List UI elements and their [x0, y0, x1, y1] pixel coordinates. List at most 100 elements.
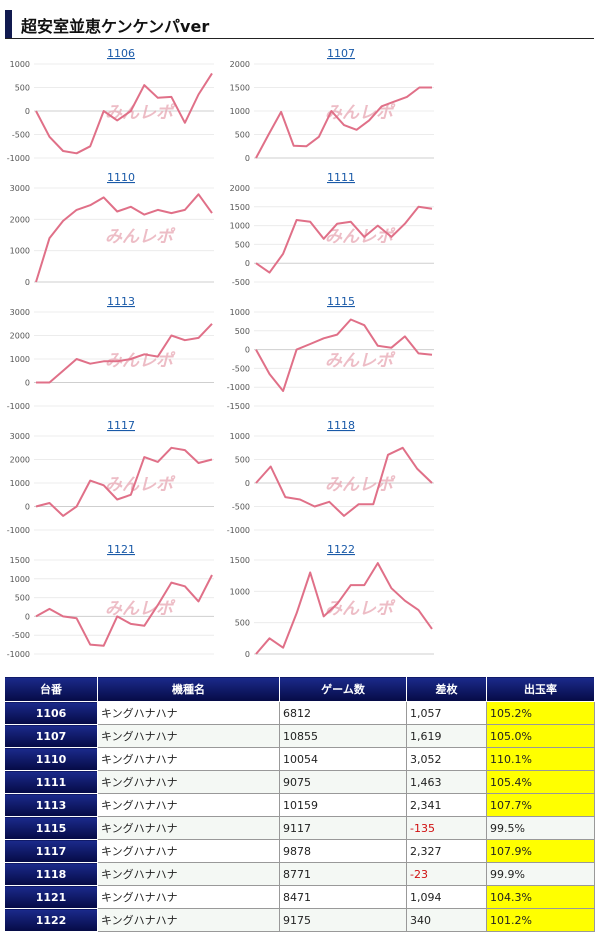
cell-games: 6812	[279, 701, 407, 725]
chart-svg: 0 500 1000 1500 みんレポ 1122	[230, 543, 434, 659]
y-tick-label: -500	[232, 278, 250, 287]
cell-machine-no: 1117	[4, 839, 98, 863]
chart-title-link[interactable]: 1118	[327, 419, 355, 432]
chart-title-link[interactable]: 1117	[107, 419, 135, 432]
cell-rate: 105.2%	[486, 701, 595, 725]
cell-rate: 107.9%	[486, 839, 595, 863]
cell-model: キングハナハナ	[97, 862, 280, 886]
cell-games: 8771	[279, 862, 407, 886]
cell-diff: 340	[406, 908, 487, 932]
cell-games: 9075	[279, 770, 407, 794]
cell-diff: -135	[406, 816, 487, 840]
cell-games: 9878	[279, 839, 407, 863]
y-tick-label: 0	[25, 503, 30, 512]
cell-machine-no: 1115	[4, 816, 98, 840]
y-tick-label: 0	[25, 379, 30, 388]
cell-diff: 1,463	[406, 770, 487, 794]
page-header: 超安室並恵ケンケンパver	[5, 10, 594, 39]
y-tick-label: 0	[25, 612, 30, 621]
chart-1122: 0 500 1000 1500 みんレポ 1122	[224, 542, 438, 662]
cell-rate: 107.7%	[486, 793, 595, 817]
y-tick-label: 1000	[10, 247, 30, 256]
chart-title-link[interactable]: 1115	[327, 295, 355, 308]
table-row: 1121 キングハナハナ 8471 1,094 104.3%	[4, 885, 595, 909]
cell-diff: 3,052	[406, 747, 487, 771]
cell-rate: 101.2%	[486, 908, 595, 932]
chart-1117: -1000 0 1000 2000 3000 みんレポ 1117	[4, 418, 218, 538]
y-tick-label: -1000	[7, 650, 30, 659]
y-tick-label: -500	[12, 631, 30, 640]
y-tick-label: 3000	[10, 184, 30, 193]
cell-model: キングハナハナ	[97, 770, 280, 794]
y-tick-label: -1000	[7, 154, 30, 163]
chart-title-link[interactable]: 1121	[107, 543, 135, 556]
table-row: 1107 キングハナハナ 10855 1,619 105.0%	[4, 724, 595, 748]
table-row: 1110 キングハナハナ 10054 3,052 110.1%	[4, 747, 595, 771]
y-tick-label: 0	[25, 107, 30, 116]
y-tick-label: 1000	[230, 308, 250, 317]
cell-model: キングハナハナ	[97, 701, 280, 725]
header-model: 機種名	[97, 676, 280, 702]
y-tick-label: 2000	[230, 184, 250, 193]
y-tick-label: -1000	[7, 526, 30, 535]
series-line	[255, 446, 433, 517]
y-tick-label: 1500	[230, 556, 250, 565]
cell-model: キングハナハナ	[97, 885, 280, 909]
chart-title-link[interactable]: 1122	[327, 543, 355, 556]
y-tick-label: -1000	[7, 402, 30, 411]
y-tick-label: 1000	[10, 479, 30, 488]
watermark-logo: みんレポ	[325, 103, 396, 123]
series-line	[35, 446, 213, 517]
chart-1115: -1500 -1000 -500 0 500 1000 みんレポ 1115	[224, 294, 438, 414]
chart-1121: -1000 -500 0 500 1000 1500 みんレポ 1121	[4, 542, 218, 662]
series-line	[35, 574, 213, 647]
y-tick-label: -500	[12, 131, 30, 140]
header-diff: 差枚	[406, 676, 487, 702]
y-tick-label: 500	[235, 240, 250, 249]
cell-model: キングハナハナ	[97, 724, 280, 748]
y-tick-label: 2000	[230, 60, 250, 69]
y-tick-label: -1500	[227, 402, 250, 411]
cell-games: 10159	[279, 793, 407, 817]
chart-title-link[interactable]: 1107	[327, 47, 355, 60]
y-tick-label: 3000	[10, 308, 30, 317]
header-machine-no: 台番	[4, 676, 98, 702]
chart-svg: 0 500 1000 1500 2000 みんレポ 1107	[230, 47, 434, 163]
chart-1110: 0 1000 2000 3000 みんレポ 1110	[4, 170, 218, 290]
cell-rate: 104.3%	[486, 885, 595, 909]
chart-title-link[interactable]: 1110	[107, 171, 135, 184]
table-header-row: 台番 機種名 ゲーム数 差枚 出玉率	[4, 676, 595, 702]
table-row: 1115 キングハナハナ 9117 -135 99.5%	[4, 816, 595, 840]
watermark-logo: みんレポ	[105, 103, 176, 123]
y-tick-label: 1000	[230, 587, 250, 596]
cell-diff: 1,619	[406, 724, 487, 748]
series-line	[36, 323, 213, 384]
cell-model: キングハナハナ	[97, 839, 280, 863]
y-tick-label: 1000	[230, 107, 250, 116]
cell-machine-no: 1110	[4, 747, 98, 771]
watermark-logo: みんレポ	[325, 227, 396, 247]
cell-machine-no: 1111	[4, 770, 98, 794]
y-tick-label: 500	[235, 619, 250, 628]
chart-1113: -1000 0 1000 2000 3000 みんレポ 1113	[4, 294, 218, 414]
y-tick-label: 0	[245, 346, 250, 355]
cell-machine-no: 1107	[4, 724, 98, 748]
chart-svg: -500 0 500 1000 1500 2000 みんレポ 1111	[230, 171, 434, 287]
cell-machine-no: 1113	[4, 793, 98, 817]
chart-1111: -500 0 500 1000 1500 2000 みんレポ 1111	[224, 170, 438, 290]
chart-title-link[interactable]: 1106	[107, 47, 135, 60]
chart-svg: -1000 -500 0 500 1000 みんレポ 1106	[7, 47, 214, 163]
y-tick-label: 0	[245, 650, 250, 659]
table-row: 1111 キングハナハナ 9075 1,463 105.4%	[4, 770, 595, 794]
series-line	[35, 72, 213, 155]
chart-title-link[interactable]: 1113	[107, 295, 135, 308]
cell-model: キングハナハナ	[97, 793, 280, 817]
y-tick-label: 500	[235, 456, 250, 465]
y-tick-label: 500	[15, 84, 30, 93]
table-row: 1122 キングハナハナ 9175 340 101.2%	[4, 908, 595, 932]
cell-machine-no: 1121	[4, 885, 98, 909]
chart-title-link[interactable]: 1111	[327, 171, 355, 184]
header-accent-bar	[5, 10, 12, 38]
series-line	[255, 205, 433, 274]
page-title: 超安室並恵ケンケンパver	[21, 17, 210, 36]
